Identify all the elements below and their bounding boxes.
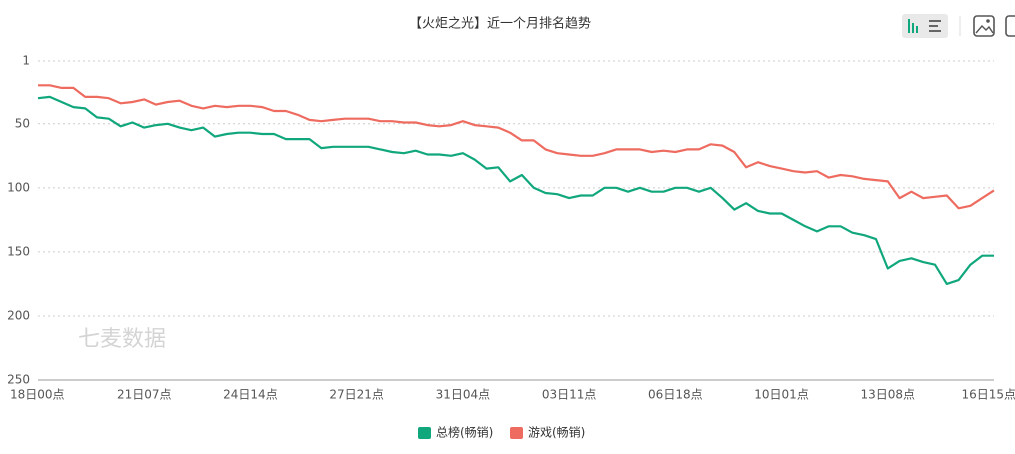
- icon: [908, 19, 910, 33]
- y-tick-label: 150: [7, 244, 30, 258]
- legend-swatch: [418, 427, 431, 439]
- x-tick-label: 13日08点: [861, 388, 916, 402]
- icon: [929, 20, 941, 22]
- watermark: 七麦数据: [78, 327, 166, 352]
- chart-title: 【火炬之光】近一个月排名趋势: [409, 16, 591, 32]
- y-tick-label: 250: [7, 373, 30, 387]
- export-button[interactable]: [1005, 15, 1015, 37]
- x-tick-label: 03日11点: [542, 388, 597, 402]
- legend-swatch: [510, 427, 523, 439]
- x-tick-label: 31日04点: [436, 388, 491, 402]
- y-tick-label: 50: [15, 116, 30, 130]
- legend-label: 总榜(畅销): [436, 425, 493, 440]
- line-series: [38, 84, 995, 210]
- x-tick-label: 16日15点: [961, 388, 1015, 402]
- save-image-button[interactable]: [973, 15, 995, 37]
- x-tick-label: 24日14点: [223, 388, 278, 402]
- x-tick-label: 21日07点: [117, 388, 172, 402]
- icon: [929, 25, 938, 27]
- icon: [929, 30, 941, 32]
- icon: [916, 26, 918, 33]
- icon: [975, 24, 994, 34]
- y-tick-label: 200: [7, 308, 30, 322]
- x-tick-label: 27日21点: [329, 388, 384, 402]
- toolbar: [902, 14, 1015, 38]
- x-tick-label: 10日01点: [754, 388, 809, 402]
- line-series: [37, 95, 994, 285]
- x-tick-label: 06日18点: [648, 388, 703, 402]
- y-tick-label: 1: [22, 54, 30, 68]
- legend-label: 游戏(畅销): [528, 426, 585, 440]
- x-tick-label: 18日00点: [10, 388, 65, 402]
- icon: [912, 23, 914, 33]
- y-tick-label: 100: [7, 180, 30, 194]
- icon: [986, 19, 990, 23]
